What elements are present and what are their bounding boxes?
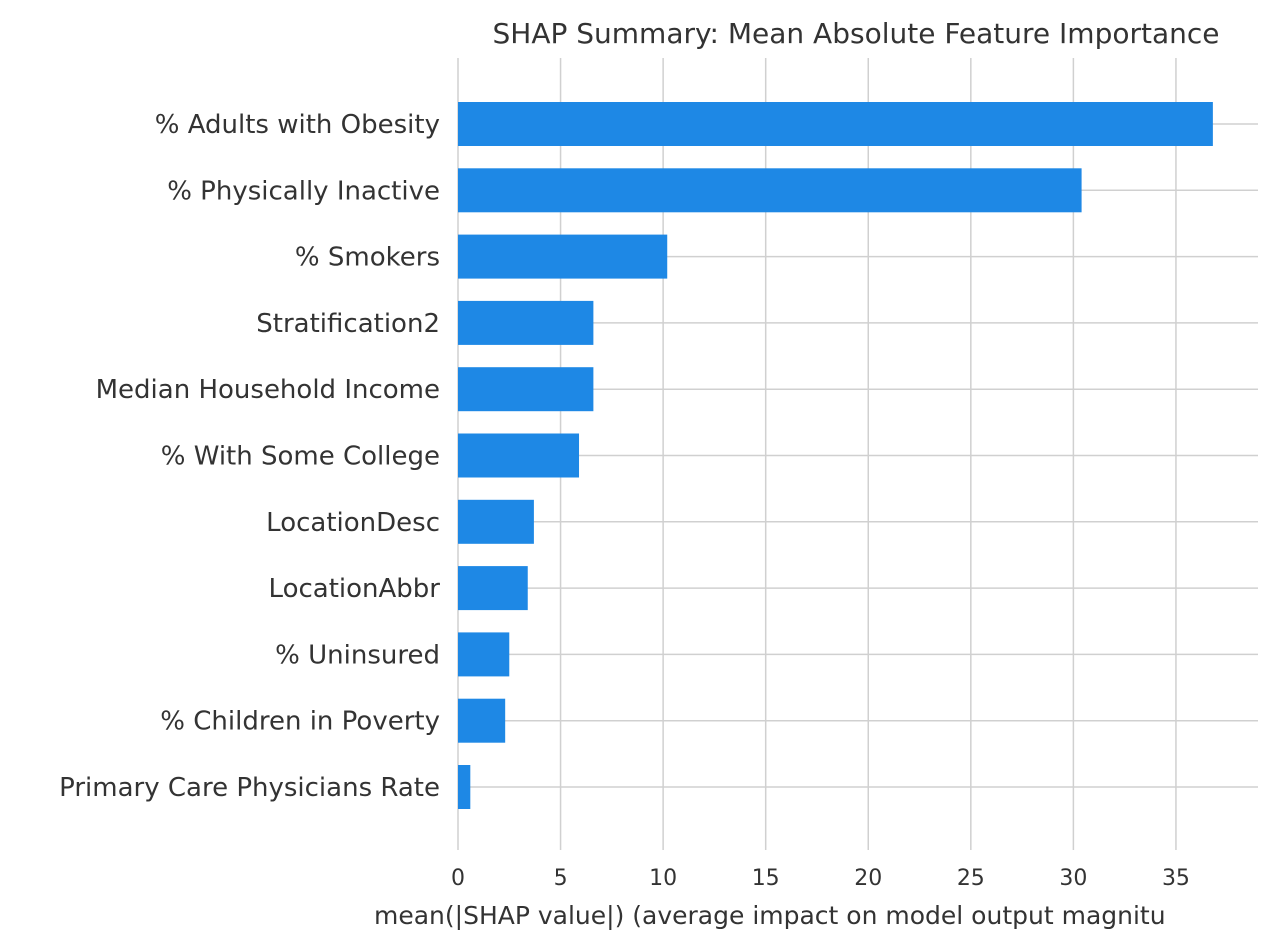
y-tick-label: % Adults with Obesity xyxy=(155,110,440,140)
bar xyxy=(458,499,534,544)
tick-layer: 0 5 10 15 20 25 30 35 xyxy=(451,866,1190,891)
bar xyxy=(458,566,528,611)
y-tick-label: % Smokers xyxy=(295,243,440,273)
chart-title: SHAP Summary: Mean Absolute Feature Impo… xyxy=(492,17,1219,50)
y-tick-label: LocationDesc xyxy=(266,508,440,538)
y-tick-label: % Children in Poverty xyxy=(160,707,440,737)
x-tick-label: 5 xyxy=(554,866,568,891)
y-tick-label: % With Some College xyxy=(161,442,440,472)
bar xyxy=(458,234,668,279)
y-tick-label: % Physically Inactive xyxy=(167,176,440,206)
bar xyxy=(458,168,1082,213)
bar-layer xyxy=(458,102,1213,809)
bar xyxy=(458,698,506,743)
x-tick-label: 25 xyxy=(957,866,985,891)
x-tick-label: 15 xyxy=(752,866,780,891)
bar xyxy=(458,433,580,478)
y-tick-label: Primary Care Physicians Rate xyxy=(59,773,440,803)
x-tick-label: 30 xyxy=(1059,866,1087,891)
bar xyxy=(458,367,594,412)
bar xyxy=(458,632,510,677)
x-tick-label: 35 xyxy=(1162,866,1190,891)
bar xyxy=(458,765,471,809)
x-axis-label: mean(|SHAP value|) (average impact on mo… xyxy=(374,901,1166,930)
x-tick-label: 0 xyxy=(451,866,465,891)
bar xyxy=(458,300,594,345)
x-tick-label: 10 xyxy=(649,866,677,891)
y-tick-label: LocationAbbr xyxy=(269,574,441,604)
y-tick-label: Median Household Income xyxy=(96,375,440,405)
x-tick-label: 20 xyxy=(854,866,882,891)
y-tick-label: % Uninsured xyxy=(275,640,440,670)
label-layer: % Adults with Obesity % Physically Inacti… xyxy=(59,110,440,803)
bar xyxy=(458,102,1213,146)
y-tick-label: Stratification2 xyxy=(256,309,440,339)
